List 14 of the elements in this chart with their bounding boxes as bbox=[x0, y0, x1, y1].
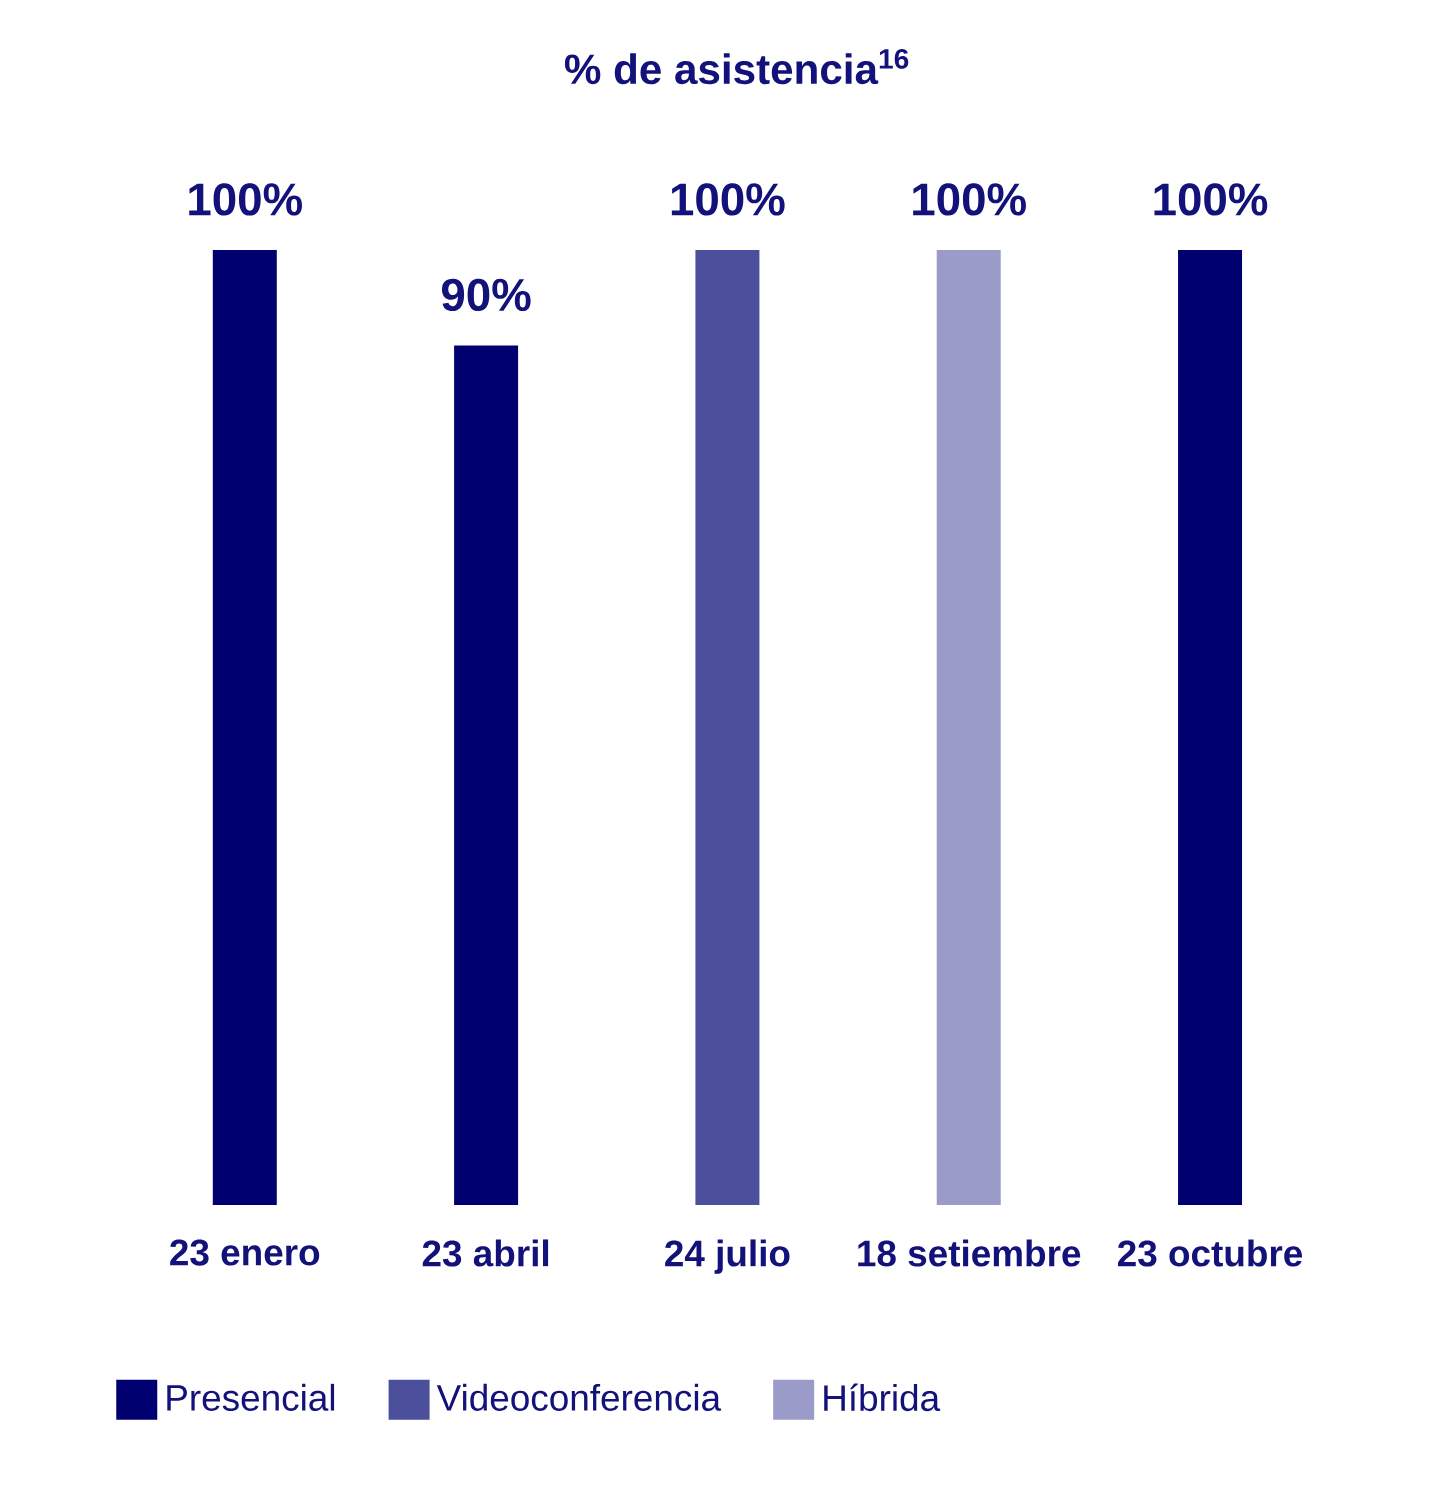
data-label: 100% bbox=[671, 183, 785, 216]
data-label: 100% bbox=[189, 183, 302, 216]
x-tick-label: 23 octubre bbox=[1118, 1239, 1303, 1267]
legend-label: Híbrida bbox=[824, 1383, 941, 1412]
data-label: 100% bbox=[1154, 183, 1268, 216]
chart-title: % de asistencia$^{16}$ bbox=[564, 48, 909, 85]
x-tick-label: 24 julio bbox=[665, 1239, 790, 1274]
data-label: 90% bbox=[441, 278, 531, 312]
data-label: 100% bbox=[913, 183, 1026, 216]
x-tick-label: 23 abril bbox=[422, 1239, 549, 1267]
x-tick-label: 18 setiembre bbox=[858, 1239, 1081, 1267]
legend-label: Videoconferencia bbox=[436, 1383, 722, 1411]
x-tick-label: 23 enero bbox=[170, 1239, 320, 1266]
legend-label: Presencial bbox=[167, 1383, 335, 1411]
